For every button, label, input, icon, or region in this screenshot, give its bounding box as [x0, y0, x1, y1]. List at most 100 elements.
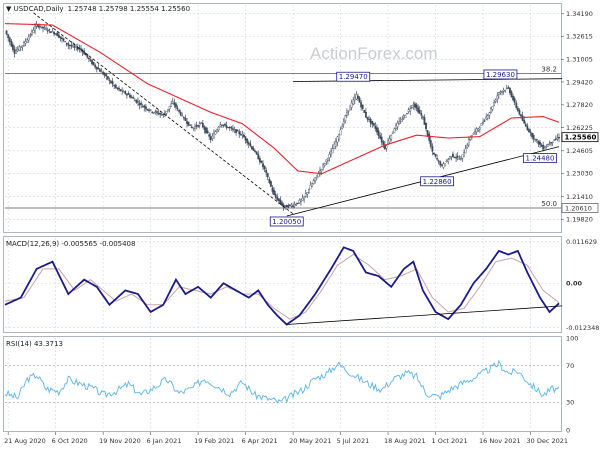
level-label-box [523, 153, 557, 164]
candle-body [195, 125, 198, 127]
candle-body [156, 111, 158, 113]
candle-body [247, 142, 250, 145]
candle-body [127, 93, 130, 96]
candle-body [505, 87, 508, 90]
candle-body [171, 101, 174, 104]
candle-body [84, 53, 87, 56]
candle-body [152, 112, 155, 114]
candle-body [255, 151, 258, 155]
candle-body [423, 117, 426, 125]
price-tick-label: 1.26225 [566, 124, 593, 132]
candle-body [262, 163, 264, 168]
candle-body [296, 202, 299, 205]
candle-body [40, 25, 43, 28]
candle-body [448, 156, 451, 159]
macd-panel-frame [3, 236, 562, 333]
price-panel-header: ▼ USDCAD,Daily 1.25748 1.25798 1.25554 1.… [6, 5, 190, 13]
candle-body [175, 103, 177, 108]
candle-body [230, 127, 233, 129]
chart-menu-triangle-icon[interactable]: ▼ [6, 5, 14, 13]
candle-body [208, 134, 211, 137]
candle-body [472, 133, 475, 135]
candle-body [224, 124, 226, 126]
candle-body [121, 90, 124, 92]
candle-body [165, 111, 168, 114]
candle-body [440, 164, 443, 166]
candle-body [410, 106, 413, 109]
candle-body [466, 144, 469, 149]
candle-body [285, 205, 288, 208]
x-tick-label: 19 Feb 2021 [194, 437, 234, 445]
candle-body [143, 105, 146, 108]
candle-body [414, 103, 416, 108]
candle-body [501, 91, 503, 93]
candle-body [97, 67, 100, 70]
candle-body [298, 200, 301, 204]
candle-body [502, 89, 505, 92]
symbol-title: USDCAD,Daily [14, 5, 64, 13]
candle-body [151, 111, 154, 113]
candle-body [374, 125, 377, 129]
candle-body [485, 116, 488, 120]
candle-body [258, 158, 261, 163]
candle-body [461, 154, 464, 159]
candle-body [429, 140, 432, 147]
candle-body [478, 127, 481, 130]
candle-body [452, 153, 454, 157]
candle-body [540, 144, 543, 147]
price-tick-label: 1.29420 [566, 78, 593, 86]
candle-body [513, 98, 516, 103]
candle-body [236, 130, 239, 132]
macd-panel-header: MACD(12,26,9) -0.005565 -0.005408 [6, 240, 135, 248]
candle-body [558, 137, 560, 139]
level-label-box [420, 176, 455, 187]
candle-body [246, 138, 249, 144]
candle-body [475, 128, 478, 133]
price-grid: 1.34190 1.32615 1.31005 1.29420 1.27820 1.262… [5, 5, 593, 231]
candle-body [219, 124, 222, 127]
candle-body [407, 109, 410, 112]
candle-body [170, 103, 173, 107]
candle-body [232, 128, 234, 130]
candle-body [357, 95, 359, 99]
candle-body [426, 130, 429, 137]
candle-body [342, 121, 345, 125]
candle-body [455, 157, 458, 159]
candle-body [213, 133, 215, 139]
candle-body [73, 46, 76, 48]
candle-body [486, 115, 489, 119]
candle-body [369, 118, 372, 124]
candle-body [51, 31, 54, 33]
candle-body [119, 89, 122, 92]
x-tick-label: 1 Oct 2021 [432, 437, 468, 445]
candle-body [76, 47, 79, 50]
macd-tick-label: 0.011629 [566, 238, 597, 246]
x-tick-label: 21 Aug 2020 [4, 437, 46, 445]
candle-body [23, 42, 25, 46]
x-tick-label: 20 May 2021 [289, 437, 331, 445]
candle-body [330, 151, 332, 155]
candle-body [186, 121, 188, 124]
candle-body [512, 96, 514, 101]
candle-body [322, 164, 325, 168]
candle-body [56, 32, 59, 37]
candle-body [281, 202, 283, 206]
candle-body [157, 112, 160, 115]
candle-body [189, 124, 192, 126]
candle-body [228, 126, 231, 128]
candle-body [398, 121, 401, 124]
rsi-panel-header: RSI(14) 43.3713 [6, 340, 63, 348]
candle-body [42, 26, 44, 29]
candle-body [235, 129, 237, 134]
candle-body [27, 36, 30, 41]
candle-body [532, 135, 535, 140]
candle-body [252, 148, 255, 151]
candle-body [548, 143, 551, 145]
candle-body [415, 104, 418, 109]
candle-body [13, 49, 16, 54]
fib-price-box [561, 203, 599, 213]
candle-body [181, 115, 184, 117]
candle-body [62, 38, 65, 41]
candle-body [227, 127, 230, 129]
candle-body [168, 106, 171, 110]
